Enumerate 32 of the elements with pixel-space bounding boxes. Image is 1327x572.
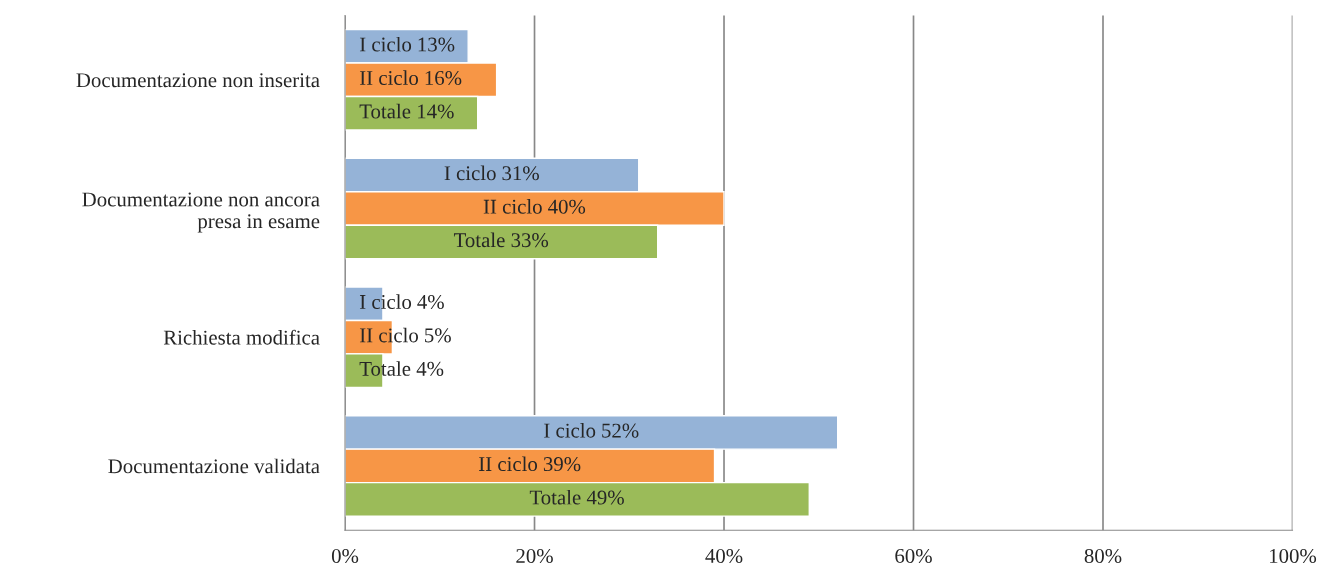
y-tick-label: Documentazione non ancora presa in esame (82, 192, 320, 233)
x-tick-label: 20% (516, 548, 553, 564)
text: I ciclo (444, 165, 496, 181)
data-label: 4% (417, 294, 444, 310)
text: II ciclo (483, 199, 542, 214)
data-label: 13% (418, 37, 455, 52)
text: Totale (453, 232, 505, 248)
text: II ciclo (359, 70, 419, 86)
text: II ciclo (479, 456, 538, 472)
data-label: 33% (511, 233, 549, 248)
text: I ciclo (359, 36, 412, 52)
data-label: 40% (548, 199, 586, 214)
data-label: 5% (425, 328, 451, 343)
data-label: 16% (425, 70, 462, 86)
x-tick-label: 40% (705, 548, 743, 564)
text: Totale (529, 489, 581, 505)
data-label: 14% (418, 104, 454, 119)
x-tick-label: 100% (1270, 548, 1317, 564)
y-tick-label: Richiesta modifica (163, 329, 320, 345)
x-tick-label: 80% (1084, 548, 1122, 564)
data-label: 52% (602, 423, 639, 438)
text: I ciclo (544, 422, 596, 438)
data-label: 31% (502, 166, 539, 181)
y-tick-label: Documentazione non inserita (76, 73, 320, 88)
x-tick-label: 60% (895, 548, 932, 564)
data-label: 39% (543, 457, 581, 472)
data-label: 4% (416, 361, 444, 376)
x-tick-label: 0% (331, 548, 359, 564)
series-label: I ciclo (359, 294, 412, 309)
text: Totale (359, 103, 411, 119)
data-label: 49% (586, 490, 624, 505)
y-tick-label: Documentazione validata (108, 458, 320, 474)
